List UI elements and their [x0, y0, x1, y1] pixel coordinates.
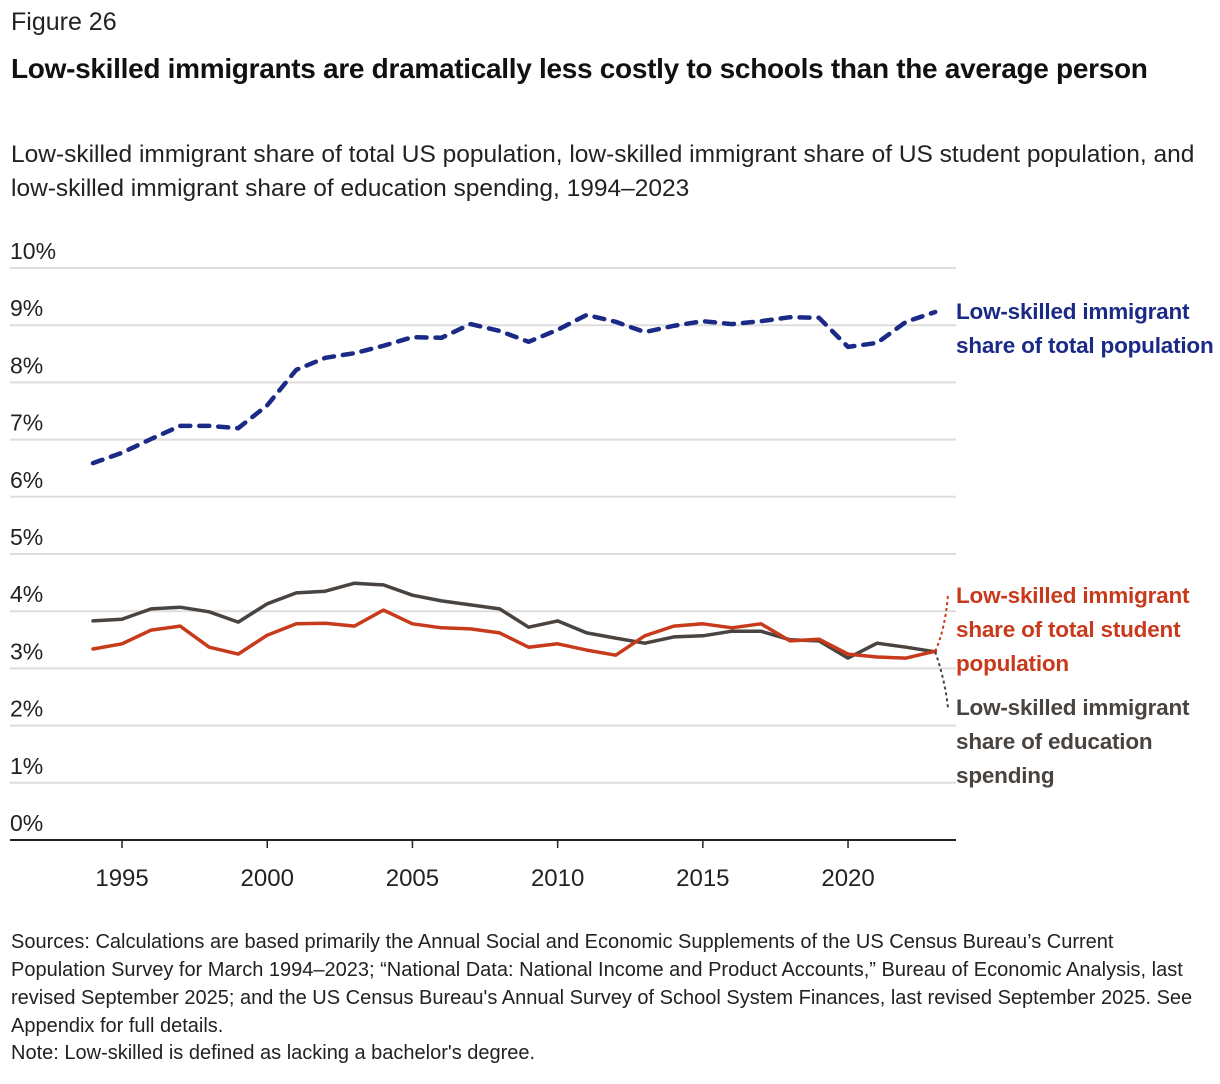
- y-tick-label: 9%: [10, 295, 43, 321]
- series-line-student-population: [91, 608, 937, 660]
- leader-line-student-population: [934, 594, 949, 652]
- series-label-total-population: Low-skilled immigrant share of total pop…: [956, 299, 1214, 358]
- y-tick-label: 3%: [10, 638, 43, 664]
- series-line-total-population: [90, 309, 938, 466]
- y-tick-label: 7%: [10, 410, 43, 436]
- y-tick-label: 1%: [10, 753, 43, 779]
- y-tick-label: 5%: [10, 524, 43, 550]
- x-tick-label: 2015: [676, 865, 729, 892]
- y-tick-label: 2%: [10, 696, 43, 722]
- y-tick-label: 6%: [10, 467, 43, 493]
- x-tick-label: 2020: [821, 865, 874, 892]
- series-line-education-spending: [91, 581, 937, 660]
- note-text: Note: Low-skilled is defined as lacking …: [11, 1042, 536, 1064]
- chart-title: Low-skilled immigrants are dramatically …: [11, 53, 1148, 84]
- y-tick-label: 4%: [10, 581, 43, 607]
- x-tick-label: 2000: [241, 865, 294, 892]
- series-label-education-spending: Low-skilled immigrant share of education…: [956, 695, 1190, 788]
- sources-text: Sources: Calculations are based primaril…: [11, 931, 1193, 1037]
- x-tick-label: 2010: [531, 865, 584, 892]
- x-tick-label: 1995: [95, 865, 148, 892]
- y-tick-label: 8%: [10, 352, 43, 378]
- line-chart: 0% 1% 2% 3% 4% 5% 6% 7% 8% 9% 10% 1995 2000 2005 2010 2…: [10, 238, 956, 892]
- x-tick-label: 2005: [386, 865, 439, 892]
- y-tick-label: 10%: [10, 238, 56, 264]
- leader-line-education-spending: [934, 651, 949, 709]
- y-tick-label: 0%: [10, 810, 43, 836]
- chart-subtitle: Low-skilled immigrant share of total US …: [11, 141, 1195, 202]
- series-label-student-population: Low-skilled immigrant share of total stu…: [956, 583, 1190, 676]
- figure-label: Figure 26: [11, 8, 117, 36]
